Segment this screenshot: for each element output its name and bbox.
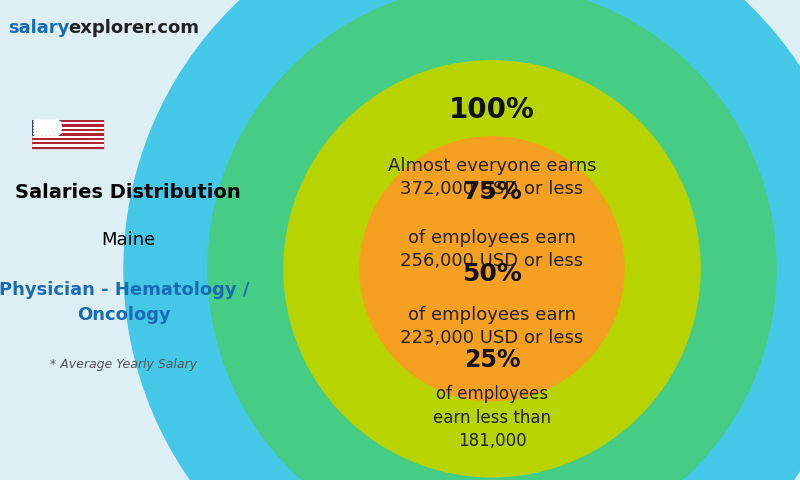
Text: 25%: 25% <box>464 348 520 372</box>
Circle shape <box>38 128 42 131</box>
Bar <box>32 129 104 131</box>
Circle shape <box>38 123 42 126</box>
Text: 75%: 75% <box>462 180 522 204</box>
Circle shape <box>38 131 42 134</box>
Text: of employees earn
223,000 USD or less: of employees earn 223,000 USD or less <box>400 306 584 347</box>
Circle shape <box>34 132 38 135</box>
Bar <box>32 124 104 127</box>
Circle shape <box>57 125 62 128</box>
Circle shape <box>38 130 42 132</box>
Circle shape <box>42 123 46 126</box>
Circle shape <box>42 130 46 132</box>
Circle shape <box>46 130 51 132</box>
Text: Maine: Maine <box>101 231 155 249</box>
Circle shape <box>46 132 51 135</box>
Circle shape <box>54 123 59 126</box>
Circle shape <box>42 121 47 124</box>
Circle shape <box>52 128 57 131</box>
Bar <box>32 142 104 144</box>
Circle shape <box>38 125 42 128</box>
Text: Almost everyone earns
372,000 USD or less: Almost everyone earns 372,000 USD or les… <box>388 157 596 198</box>
Circle shape <box>46 123 51 126</box>
FancyBboxPatch shape <box>32 120 104 149</box>
Circle shape <box>34 126 38 129</box>
Bar <box>32 138 104 140</box>
Circle shape <box>50 132 55 135</box>
Circle shape <box>38 120 42 123</box>
Text: 100%: 100% <box>449 96 535 124</box>
Text: 50%: 50% <box>462 262 522 286</box>
Text: Physician - Hematology /
Oncology: Physician - Hematology / Oncology <box>0 281 250 324</box>
Circle shape <box>52 125 57 128</box>
Circle shape <box>38 126 42 129</box>
Circle shape <box>38 132 42 135</box>
Bar <box>32 146 104 149</box>
Text: * Average Yearly Salary: * Average Yearly Salary <box>50 358 198 372</box>
Bar <box>32 120 61 135</box>
Circle shape <box>46 120 51 123</box>
Text: of employees earn
256,000 USD or less: of employees earn 256,000 USD or less <box>401 229 583 270</box>
Circle shape <box>42 120 46 123</box>
Circle shape <box>54 126 59 129</box>
Circle shape <box>38 121 42 124</box>
Ellipse shape <box>284 61 700 477</box>
Circle shape <box>52 131 57 134</box>
Circle shape <box>54 132 59 135</box>
Circle shape <box>42 131 47 134</box>
Circle shape <box>54 130 59 132</box>
Circle shape <box>52 121 57 124</box>
Circle shape <box>50 130 55 132</box>
Circle shape <box>47 131 52 134</box>
Circle shape <box>42 128 47 131</box>
Circle shape <box>47 128 52 131</box>
Circle shape <box>34 130 38 132</box>
Circle shape <box>54 120 59 123</box>
Circle shape <box>57 131 62 134</box>
Circle shape <box>50 126 55 129</box>
Ellipse shape <box>208 0 776 480</box>
Circle shape <box>57 121 62 124</box>
Circle shape <box>42 126 46 129</box>
Text: salary: salary <box>8 19 70 37</box>
Ellipse shape <box>124 0 800 480</box>
Circle shape <box>47 125 52 128</box>
Circle shape <box>47 121 52 124</box>
Bar <box>32 133 104 135</box>
Circle shape <box>34 123 38 126</box>
Circle shape <box>50 120 55 123</box>
Circle shape <box>46 126 51 129</box>
Text: of employees
earn less than
181,000: of employees earn less than 181,000 <box>433 385 551 450</box>
Ellipse shape <box>360 137 624 401</box>
Circle shape <box>42 132 46 135</box>
Bar <box>32 120 104 122</box>
Text: explorer.com: explorer.com <box>68 19 199 37</box>
Circle shape <box>50 123 55 126</box>
Circle shape <box>42 125 47 128</box>
Circle shape <box>57 128 62 131</box>
Text: Salaries Distribution: Salaries Distribution <box>15 182 241 202</box>
Circle shape <box>34 120 38 123</box>
